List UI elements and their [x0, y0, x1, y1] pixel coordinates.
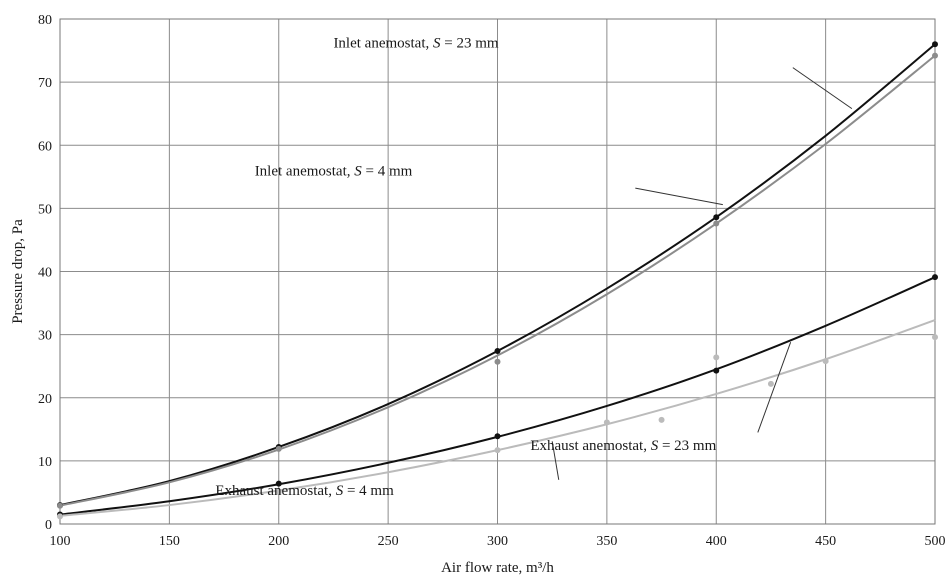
x-tick-label: 450: [815, 534, 836, 549]
fit-curve: [59, 43, 936, 507]
data-point: [822, 358, 829, 365]
plot-frame: [59, 18, 936, 525]
annotation-label-suffix: = 23 mm: [658, 438, 716, 454]
annotation-label-prefix: Inlet anemostat,: [255, 164, 355, 180]
y-tick-label: 20: [38, 392, 52, 407]
data-point: [57, 502, 63, 509]
annotation-label-variable: S: [433, 35, 441, 51]
y-tick-label: 60: [38, 139, 52, 154]
y-axis-label: Pressure drop, Pa: [10, 219, 26, 324]
y-tick-label: 70: [38, 76, 52, 91]
fit-curve: [59, 54, 936, 507]
annotation-leader: [635, 187, 723, 206]
x-tick-labels: 100 150 200 250 300 350 400 450 500: [50, 534, 946, 549]
y-tick-label: 0: [45, 518, 52, 533]
data-point: [494, 447, 501, 454]
annotation-label: Inlet anemostat, S = 4 mm: [255, 164, 413, 180]
annotation-label-variable: S: [651, 438, 659, 454]
x-tick-label: 350: [596, 534, 617, 549]
data-point: [713, 354, 720, 361]
x-tick-label: 300: [487, 534, 508, 549]
x-tick-label: 400: [706, 534, 727, 549]
y-tick-label: 40: [38, 266, 52, 281]
data-point: [932, 52, 938, 59]
x-tick-label: 500: [925, 534, 946, 549]
annotation-label: Exhaust anemostat, S = 23 mm: [530, 438, 716, 454]
y-tick-label: 50: [38, 202, 52, 217]
data-point: [932, 41, 938, 48]
annotation-label-variable: S: [336, 483, 344, 499]
x-tick-label: 100: [50, 534, 71, 549]
data-point: [713, 220, 720, 227]
x-tick-label: 200: [268, 534, 289, 549]
data-point: [494, 433, 501, 440]
x-tick-label: 150: [159, 534, 180, 549]
data-point: [932, 274, 938, 281]
data-point: [932, 334, 938, 341]
data-point: [767, 380, 774, 387]
annotation-leader: [757, 342, 792, 433]
data-point: [275, 488, 282, 495]
y-tick-label: 30: [38, 329, 52, 344]
annotation-label: Inlet anemostat, S = 23 mm: [333, 35, 498, 51]
y-tick-labels: 0 10 20 30 40 50 60 70 80: [38, 13, 52, 533]
annotation-label-prefix: Exhaust anemostat,: [530, 438, 650, 454]
annotation-label-suffix: = 4 mm: [362, 164, 413, 180]
data-point: [494, 348, 501, 355]
annotation-leader: [792, 67, 853, 110]
y-tick-label: 10: [38, 455, 52, 470]
data-point: [658, 416, 665, 423]
x-tick-label: 250: [378, 534, 399, 549]
data-point: [275, 480, 282, 487]
annotation-label-variable: S: [354, 164, 362, 180]
annotation-label-prefix: Inlet anemostat,: [333, 35, 433, 51]
annotation-leader: [551, 441, 560, 480]
annotation-label: Exhaust anemostat, S = 4 mm: [215, 483, 394, 499]
annotation-label-suffix: = 23 mm: [441, 35, 499, 51]
annotation-leaders: [551, 67, 853, 480]
data-point: [275, 445, 282, 452]
data-point: [713, 214, 720, 221]
data-points: [57, 41, 938, 520]
y-tick-label: 80: [38, 13, 52, 28]
x-axis-label: Air flow rate, m³/h: [441, 560, 554, 576]
annotation-label-prefix: Exhaust anemostat,: [215, 483, 335, 499]
data-point: [494, 358, 501, 365]
annotation-label-suffix: = 4 mm: [343, 483, 394, 499]
data-point: [57, 513, 63, 520]
data-point: [713, 367, 720, 374]
data-point: [603, 419, 610, 426]
